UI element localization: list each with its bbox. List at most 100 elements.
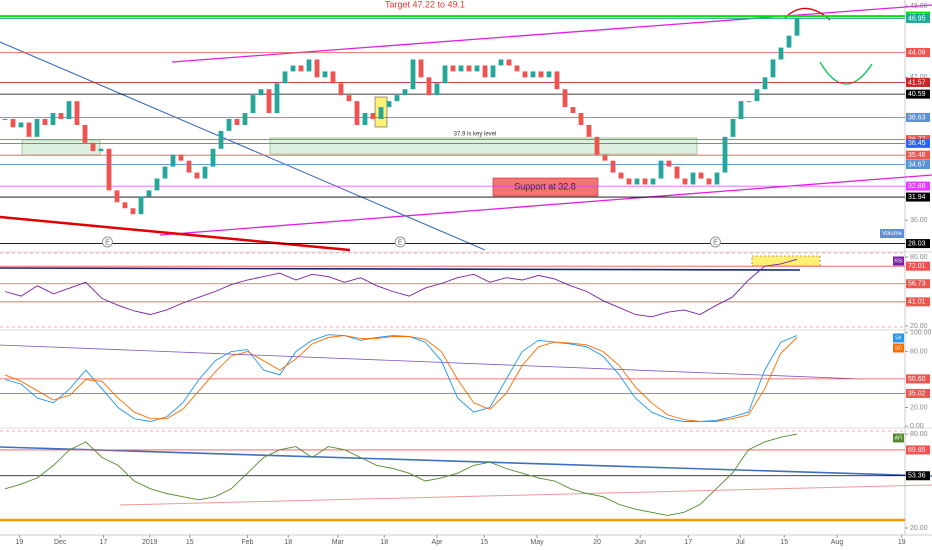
candle [594, 136, 600, 155]
candle [762, 77, 768, 90]
x-tick-label: Mar [332, 539, 345, 546]
level-label-box [906, 261, 930, 271]
highlight-box [751, 255, 821, 267]
candle [50, 113, 56, 125]
candle [626, 178, 632, 185]
level-label: 46.95 [908, 15, 926, 22]
level-label-box [906, 388, 930, 398]
candle [122, 202, 128, 209]
x-tick-label: 18 [380, 539, 388, 546]
candle [562, 89, 568, 108]
candle [514, 65, 520, 72]
candle [10, 118, 16, 128]
candle [418, 59, 424, 78]
level-label: 56.73 [908, 281, 926, 288]
indicator-line [4, 258, 798, 318]
candle [450, 65, 456, 72]
level-label-box [906, 89, 930, 99]
candle [354, 101, 360, 125]
candle [634, 178, 640, 185]
level-label: 35.02 [908, 390, 926, 397]
candle [34, 118, 40, 137]
event-label: E [713, 239, 718, 246]
candle [658, 160, 664, 179]
candle [498, 59, 504, 66]
y-tick-label: 20.00 [910, 525, 928, 532]
candle [274, 83, 280, 114]
candle [242, 113, 248, 125]
candle [314, 59, 320, 78]
support-box [492, 177, 599, 197]
candle [106, 148, 112, 191]
level-label: 38.63 [908, 114, 926, 121]
candle [722, 136, 728, 173]
candle [338, 83, 344, 96]
legend-box [893, 333, 904, 343]
event-label: E [105, 239, 110, 246]
candle [586, 124, 592, 137]
candle [690, 172, 696, 185]
legend-label: SD [895, 345, 902, 351]
level-label-box [906, 374, 930, 384]
label-box [880, 229, 904, 238]
candle [778, 47, 784, 60]
x-tick-label: Aug [831, 539, 844, 546]
candle [610, 160, 616, 173]
x-tick-label: 2019 [142, 539, 158, 546]
level-label: 34.67 [908, 161, 926, 168]
x-tick-label: May [530, 539, 544, 546]
level-label-box [906, 471, 930, 481]
level-label-box [906, 445, 930, 455]
zone-box [269, 137, 698, 155]
candle [66, 101, 72, 119]
x-tick-label: Feb [241, 539, 253, 546]
trend-line [119, 484, 932, 506]
legend-label: SK [895, 335, 902, 341]
candle [466, 65, 472, 72]
level-label: 44.09 [908, 49, 926, 56]
x-tick-label: 15 [780, 539, 788, 546]
candle [682, 178, 688, 185]
level-label: 31.94 [908, 194, 926, 201]
candle [530, 71, 536, 78]
candle [258, 89, 264, 96]
candle [18, 122, 24, 128]
candle [698, 172, 704, 179]
candle [786, 35, 792, 48]
y-tick-label: 100.00 [910, 330, 932, 337]
candle [170, 154, 176, 167]
candle [730, 118, 736, 137]
candle [522, 71, 528, 78]
x-tick-label: 20 [593, 539, 601, 546]
candle [434, 83, 440, 96]
level-label: 35.46 [908, 152, 926, 159]
level-label: 40.59 [908, 91, 926, 98]
candle [490, 65, 496, 78]
legend-label: AFI [895, 435, 903, 441]
level-label-box [906, 181, 930, 191]
candle [146, 190, 152, 197]
y-tick-label: 48.00 [910, 3, 928, 10]
level-label: 41.57 [908, 79, 926, 86]
trend-line [0, 41, 486, 251]
candle [754, 89, 760, 102]
level-label-box [906, 279, 930, 289]
candle [322, 71, 328, 78]
candle [410, 59, 416, 90]
legend-box [893, 256, 904, 266]
candle [538, 71, 544, 78]
x-tick-label: 18 [284, 539, 292, 546]
candle [26, 122, 32, 137]
event-label: E [398, 239, 403, 246]
candle [58, 113, 64, 119]
candle [578, 113, 584, 125]
level-label-box [906, 77, 930, 87]
candle [42, 118, 48, 125]
candle [402, 89, 408, 96]
level-label: 36.45 [908, 140, 926, 147]
arc [819, 61, 873, 85]
y-tick-label: 20.00 [910, 323, 928, 330]
trend-line [0, 344, 863, 380]
